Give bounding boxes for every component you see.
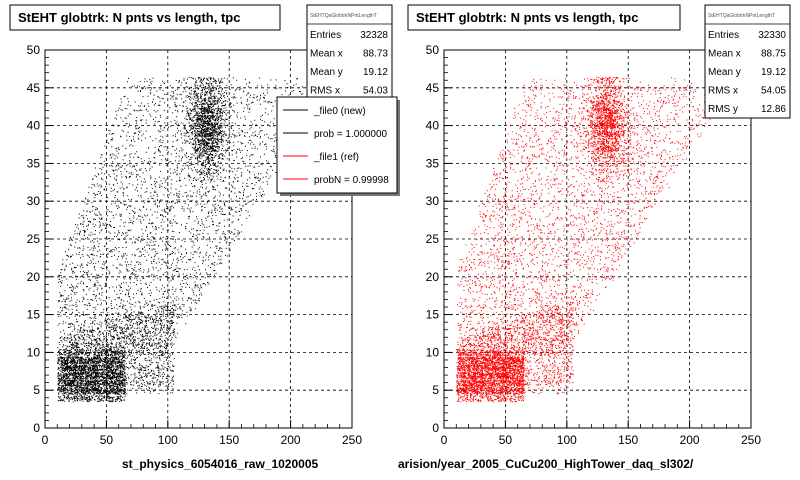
y-tick-label: 0 <box>33 421 40 435</box>
stats-value: 32328 <box>360 30 388 41</box>
y-tick-label: 5 <box>432 383 439 397</box>
stats-value: 54.03 <box>363 86 388 97</box>
y-tick-label: 15 <box>426 308 440 322</box>
stats-value: 19.12 <box>363 67 388 78</box>
right-grid <box>444 50 751 428</box>
x-tick-label: 250 <box>342 433 362 447</box>
y-tick-label: 35 <box>27 156 41 170</box>
stats-label: Mean y <box>708 67 741 78</box>
right-stats-box: StEHTQaGlobtrkNPntLengthT Entries 32330 Me… <box>704 4 791 119</box>
left-stats-box: StEHTQaGlobtrkNPntLengthT Entries 32328 Me… <box>306 4 393 101</box>
x-tick-label: 50 <box>499 433 513 447</box>
legend-entry: prob = 1.000000 <box>314 129 388 140</box>
left-x-axis-label: st_physics_6054016_raw_1020005 <box>122 457 318 471</box>
y-tick-label: 40 <box>27 119 41 133</box>
left-axes: 0 50 100 150 200 250 0 5 10 15 20 25 30 35 40 45 50 <box>27 43 363 447</box>
right-panel: StEHT globtrk: N pnts vs length, tpc 0 50… <box>398 4 791 471</box>
x-tick-label: 150 <box>219 433 239 447</box>
x-tick-label: 100 <box>158 433 178 447</box>
legend-entry: _file0 (new) <box>313 106 366 117</box>
stats-label: Entries <box>310 30 341 41</box>
stats-value: 54.05 <box>761 86 786 97</box>
right-title: StEHT globtrk: N pnts vs length, tpc <box>416 10 638 25</box>
scatter-points-path <box>456 76 729 403</box>
legend-entry: probN = 0.99998 <box>314 175 389 186</box>
x-tick-label: 0 <box>441 433 448 447</box>
y-tick-label: 10 <box>27 345 41 359</box>
y-tick-label: 5 <box>33 383 40 397</box>
x-tick-label: 200 <box>281 433 301 447</box>
y-tick-label: 30 <box>27 194 41 208</box>
stats-value: 32330 <box>758 30 786 41</box>
y-tick-label: 25 <box>426 232 440 246</box>
y-tick-label: 20 <box>426 270 440 284</box>
stats-label: Mean x <box>310 49 343 60</box>
stats-label: Mean x <box>708 49 741 60</box>
stats-value: 19.12 <box>761 67 786 78</box>
stats-value: 88.75 <box>761 49 786 60</box>
x-tick-label: 150 <box>618 433 638 447</box>
right-title-box <box>407 4 681 31</box>
y-tick-label: 45 <box>426 81 440 95</box>
y-tick-label: 0 <box>432 421 439 435</box>
left-panel: StEHT globtrk: N pnts vs length, tpc 0 50… <box>9 4 400 471</box>
left-legend: _file0 (new) prob = 1.000000 _file1 (ref) p… <box>276 96 400 196</box>
y-tick-label: 20 <box>27 270 41 284</box>
x-tick-label: 200 <box>680 433 700 447</box>
stats-label: RMS y <box>708 104 738 115</box>
stats-value: 88.73 <box>363 49 388 60</box>
stats-label: Mean y <box>310 67 343 78</box>
x-tick-label: 100 <box>557 433 577 447</box>
y-tick-label: 10 <box>426 345 440 359</box>
x-tick-label: 250 <box>741 433 761 447</box>
y-tick-label: 50 <box>426 43 440 57</box>
stats-label: Entries <box>708 30 739 41</box>
x-tick-label: 50 <box>100 433 114 447</box>
stats-label: RMS x <box>708 86 738 97</box>
y-tick-label: 15 <box>27 308 41 322</box>
y-tick-label: 50 <box>27 43 41 57</box>
y-tick-label: 40 <box>426 119 440 133</box>
y-tick-label: 35 <box>426 156 440 170</box>
legend-entry: _file1 (ref) <box>313 152 359 163</box>
right-axes: 0 50 100 150 200 250 0 5 10 15 20 25 30 35 40 45 50 <box>426 43 762 447</box>
stats-label: RMS x <box>310 86 340 97</box>
y-tick-label: 45 <box>27 81 41 95</box>
right-scatter-points <box>456 76 729 403</box>
left-stats-header: StEHTQaGlobtrkNPntLengthT <box>310 13 377 19</box>
x-tick-label: 0 <box>42 433 49 447</box>
left-scatter-points <box>57 77 331 403</box>
left-title: StEHT globtrk: N pnts vs length, tpc <box>18 10 240 25</box>
scatter-points-path <box>57 77 331 403</box>
y-tick-label: 30 <box>426 194 440 208</box>
left-title-box <box>9 4 281 31</box>
stats-value: 12.86 <box>761 104 786 115</box>
y-tick-label: 25 <box>27 232 41 246</box>
right-stats-header: StEHTQaGlobtrkNPntLengthT <box>708 13 775 19</box>
right-x-axis-label: arision/year_2005_CuCu200_HighTower_daq_… <box>398 457 694 471</box>
